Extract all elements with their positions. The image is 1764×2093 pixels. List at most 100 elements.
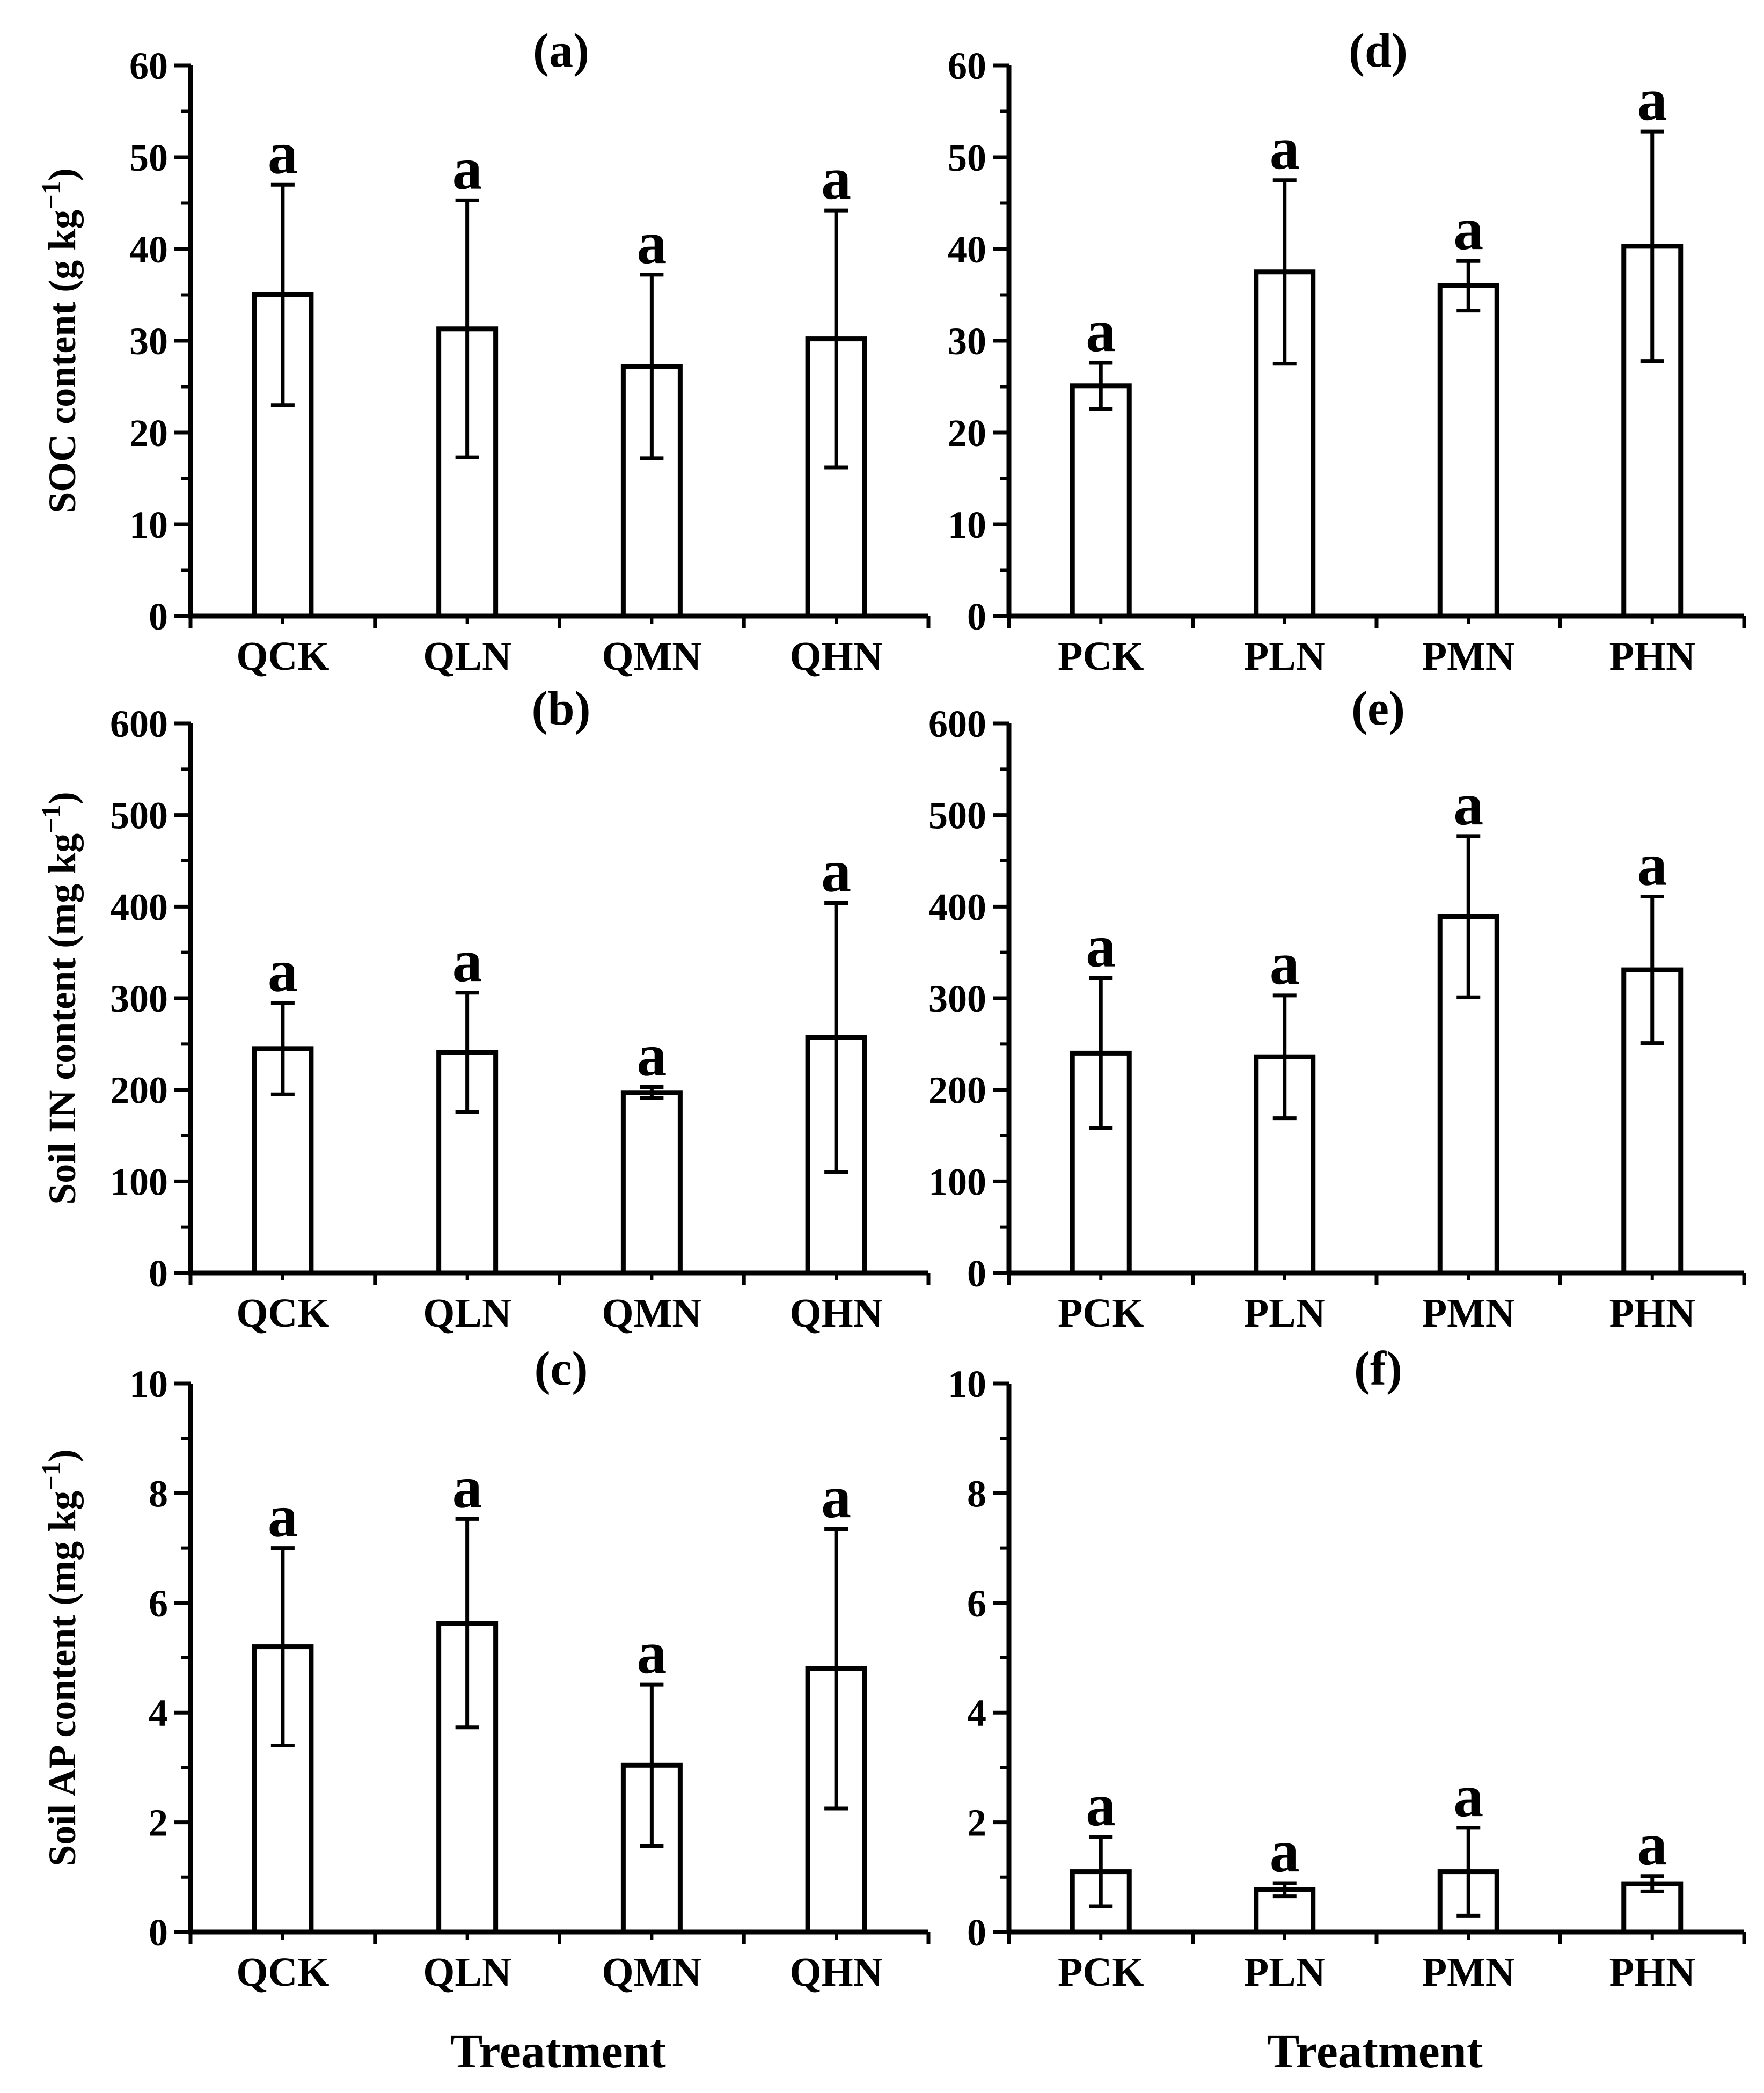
- significance-letter: a: [452, 135, 482, 202]
- y-tick-label: 4: [967, 1692, 986, 1735]
- significance-letter: a: [636, 1022, 667, 1089]
- panel-title: (c): [535, 1342, 588, 1395]
- y-tick-label: 500: [110, 794, 168, 837]
- category-label: PHN: [1609, 1291, 1695, 1336]
- significance-letter: a: [452, 1454, 482, 1520]
- significance-letter: a: [1270, 931, 1300, 997]
- category-label: QLN: [423, 634, 511, 679]
- y-tick-label: 300: [928, 977, 986, 1020]
- category-label: PLN: [1244, 634, 1326, 679]
- y-tick-label: 20: [129, 412, 168, 455]
- significance-letter: a: [1637, 67, 1667, 133]
- y-tick-label: 40: [948, 228, 986, 271]
- category-label: PLN: [1244, 1291, 1326, 1336]
- bar: [1437, 283, 1499, 619]
- y-tick-label: 400: [110, 885, 168, 928]
- significance-letter: a: [821, 1464, 851, 1531]
- category-label: QHN: [790, 1291, 883, 1336]
- y-tick-label: 0: [967, 1911, 986, 1954]
- y-axis-title-close: ): [41, 168, 84, 181]
- y-tick-label: 100: [928, 1160, 986, 1203]
- category-label: QLN: [423, 1950, 511, 1995]
- significance-letter: a: [1637, 832, 1667, 898]
- panel-e: 0 100 200 300 400 500 600 PCK a PLN a PMN a PHN a (e): [928, 682, 1746, 1336]
- panel-c: 0 2 4 6 8 10 QCK a QLN a QMN a QHN a (c) Soil AP conten…: [36, 1342, 931, 1995]
- y-tick-label: 2: [149, 1802, 168, 1845]
- y-tick-label: 500: [928, 794, 986, 837]
- significance-letter: a: [1086, 298, 1116, 364]
- y-tick-label: 40: [129, 228, 168, 271]
- y-axis-title-superscript: −1: [36, 181, 66, 210]
- y-tick-label: 60: [948, 45, 986, 87]
- y-tick-label: 300: [110, 977, 168, 1020]
- y-tick-label: 8: [149, 1472, 168, 1515]
- y-tick-label: 0: [967, 1252, 986, 1295]
- y-axis-title: Soil AP content (mg kg−1): [36, 1449, 84, 1867]
- significance-letter: a: [1453, 771, 1483, 838]
- category-label: PLN: [1244, 1950, 1326, 1995]
- y-tick-label: 4: [149, 1692, 168, 1735]
- category-label: QCK: [236, 1291, 329, 1336]
- significance-letter: a: [636, 210, 667, 276]
- y-tick-label: 200: [928, 1069, 986, 1112]
- significance-letter: a: [1270, 115, 1300, 182]
- significance-letter: a: [1086, 913, 1116, 979]
- y-tick-label: 10: [948, 1363, 986, 1406]
- category-label: QCK: [236, 634, 329, 679]
- y-tick-label: 0: [149, 1911, 168, 1954]
- y-tick-label: 100: [110, 1160, 168, 1203]
- y-tick-label: 400: [928, 885, 986, 928]
- category-label: PHN: [1609, 1950, 1695, 1995]
- category-label: PHN: [1609, 634, 1695, 679]
- y-tick-label: 6: [149, 1582, 168, 1625]
- y-tick-label: 10: [948, 503, 986, 546]
- panel-title: (e): [1351, 682, 1405, 735]
- y-axis-title: Soil IN content (mg kg−1): [36, 792, 84, 1205]
- significance-letter: a: [821, 145, 851, 212]
- significance-letter: a: [268, 1483, 298, 1550]
- y-tick-label: 30: [948, 320, 986, 363]
- bar: [1070, 383, 1132, 619]
- y-tick-label: 0: [967, 595, 986, 638]
- category-label: QHN: [790, 1950, 883, 1995]
- significance-letter: a: [1453, 1763, 1483, 1829]
- y-tick-label: 6: [967, 1582, 986, 1625]
- panel-title: (b): [532, 682, 591, 735]
- category-label: PCK: [1058, 1291, 1144, 1336]
- category-label: PCK: [1058, 634, 1144, 679]
- category-label: PCK: [1058, 1950, 1144, 1995]
- y-tick-label: 0: [149, 1252, 168, 1295]
- panel-title: (f): [1354, 1342, 1402, 1395]
- category-label: QCK: [236, 1950, 329, 1995]
- panel-title: (a): [533, 24, 589, 77]
- bar: [620, 1090, 683, 1276]
- y-axis-title-main: Soil IN content (mg kg: [41, 833, 84, 1205]
- y-axis-title-superscript: −1: [36, 804, 66, 833]
- y-tick-label: 60: [129, 45, 168, 87]
- category-label: PMN: [1422, 1291, 1515, 1336]
- category-label: PMN: [1422, 1950, 1515, 1995]
- y-tick-label: 0: [149, 595, 168, 638]
- y-axis-title-close: ): [41, 792, 84, 804]
- y-tick-label: 10: [129, 1363, 168, 1406]
- significance-letter: a: [452, 928, 482, 994]
- y-tick-label: 600: [928, 702, 986, 745]
- y-axis-title-main: Soil AP content (mg kg: [41, 1491, 84, 1867]
- y-tick-label: 50: [948, 136, 986, 179]
- panel-f: 0 2 4 6 8 10 PCK a PLN a PMN a PHN a (f): [948, 1342, 1746, 1995]
- category-label: QHN: [790, 634, 883, 679]
- y-tick-label: 600: [110, 702, 168, 745]
- y-tick-label: 50: [129, 136, 168, 179]
- panel-b: 0 100 200 300 400 500 600 QCK a QLN a QMN a QHN a (b) So…: [36, 682, 931, 1336]
- significance-letter: a: [1086, 1772, 1116, 1839]
- y-tick-label: 10: [129, 503, 168, 546]
- y-tick-label: 20: [948, 412, 986, 455]
- significance-letter: a: [268, 120, 298, 186]
- category-label: QLN: [423, 1291, 511, 1336]
- y-tick-label: 2: [967, 1802, 986, 1845]
- panel-a: 0 10 20 30 40 50 60 QCK a QLN a QMN a QHN a (a) SOC cont…: [36, 24, 931, 679]
- category-label: QMN: [602, 1950, 702, 1995]
- x-axis-title-right: Treatment: [1267, 2025, 1483, 2078]
